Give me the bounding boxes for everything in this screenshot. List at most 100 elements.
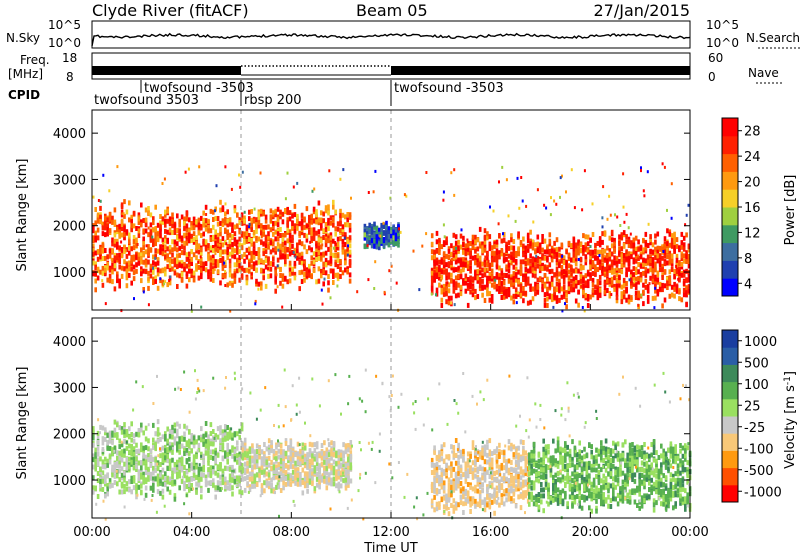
heatmap-cell <box>310 227 313 233</box>
heatmap-cell <box>440 258 444 264</box>
heatmap-cell <box>195 263 198 269</box>
heatmap-cell <box>536 263 540 269</box>
heatmap-cell <box>586 271 590 277</box>
heatmap-cell <box>598 242 602 248</box>
heatmap-cell <box>329 296 332 300</box>
heatmap-cell <box>308 229 311 235</box>
heatmap-cell <box>478 286 482 292</box>
heatmap-cell <box>236 459 239 465</box>
y-tick-label: 1000 <box>53 266 86 281</box>
heatmap-cell <box>531 241 535 247</box>
heatmap-cell <box>221 468 225 474</box>
heatmap-cell <box>120 309 123 313</box>
heatmap-cell <box>173 422 177 428</box>
heatmap-cell <box>286 220 289 226</box>
heatmap-cell <box>682 246 686 252</box>
heatmap-cell <box>260 285 263 291</box>
heatmap-cell <box>190 268 193 274</box>
heatmap-cell <box>327 449 331 455</box>
heatmap-cell <box>185 240 189 246</box>
heatmap-cell <box>176 247 179 253</box>
y-tick-label: 3000 <box>53 173 86 188</box>
heatmap-cell <box>348 227 352 233</box>
heatmap-cell <box>348 222 352 228</box>
heatmap-cell <box>113 242 117 248</box>
heatmap-cell <box>152 487 155 493</box>
heatmap-cell <box>128 266 131 272</box>
heatmap-cell <box>296 476 300 482</box>
heatmap-cell <box>197 225 201 231</box>
heatmap-cell <box>219 258 222 263</box>
heatmap-cell <box>459 233 463 239</box>
heatmap-cell <box>336 246 338 250</box>
heatmap-cell <box>233 254 237 260</box>
heatmap-cell <box>92 442 95 448</box>
heatmap-cell <box>502 257 506 263</box>
heatmap-cell <box>320 273 323 279</box>
heatmap-cell <box>204 204 208 210</box>
heatmap-cell <box>289 481 293 487</box>
heatmap-cell <box>582 293 585 299</box>
heatmap-cell <box>418 288 421 292</box>
heatmap-cell <box>335 450 338 456</box>
heatmap-cell <box>192 237 196 242</box>
heatmap-cell <box>452 252 456 258</box>
cpid-segment-1: twofsound 3503 <box>94 93 199 108</box>
heatmap-cell <box>486 262 489 268</box>
heatmap-cell <box>457 246 460 252</box>
heatmap-cell <box>176 433 179 439</box>
heatmap-cell <box>180 244 184 250</box>
heatmap-cell <box>219 438 222 444</box>
heatmap-cell <box>233 456 237 462</box>
heatmap-cell <box>517 269 520 275</box>
heatmap-cell <box>144 221 148 227</box>
heatmap-cell <box>649 261 652 267</box>
heatmap-cell <box>231 435 234 441</box>
heatmap-cell <box>469 260 472 266</box>
heatmap-cell <box>236 245 239 251</box>
heatmap-cell <box>221 265 225 271</box>
heatmap-cell <box>221 442 225 448</box>
heatmap-cell <box>447 282 451 288</box>
heatmap-cell <box>398 227 400 231</box>
heatmap-cell <box>313 468 317 474</box>
heatmap-cell <box>397 238 400 244</box>
heatmap-cell <box>238 451 241 457</box>
heatmap-cell <box>161 248 165 254</box>
heatmap-cell <box>299 448 302 454</box>
heatmap-cell <box>216 426 220 432</box>
heatmap-cell <box>125 263 129 269</box>
heatmap-cell <box>212 278 215 283</box>
heatmap-cell <box>263 451 266 457</box>
heatmap-cell <box>308 223 311 228</box>
heatmap-cell <box>589 294 592 300</box>
heatmap-cell <box>197 466 201 472</box>
heatmap-cell <box>120 247 124 252</box>
heatmap-cell <box>570 243 573 249</box>
heatmap-cell <box>132 455 136 460</box>
heatmap-cell <box>209 255 213 261</box>
heatmap-cell <box>457 292 460 298</box>
heatmap-cell <box>486 258 489 264</box>
heatmap-cell <box>577 258 580 261</box>
heatmap-cell <box>382 238 386 243</box>
heatmap-cell <box>250 250 253 256</box>
heatmap-cell <box>502 237 506 243</box>
heatmap-cell <box>108 189 111 193</box>
heatmap-cell <box>634 270 638 275</box>
heatmap-cell <box>125 429 129 434</box>
heatmap-cell <box>337 481 341 487</box>
heatmap-cell <box>137 460 141 466</box>
heatmap-cell <box>646 243 650 248</box>
heatmap-cell <box>620 284 624 290</box>
heatmap-cell <box>161 452 165 458</box>
heatmap-cell <box>209 262 213 268</box>
heatmap-cell <box>507 245 511 251</box>
heatmap-cell <box>233 278 237 284</box>
heatmap-cell <box>113 468 117 474</box>
heatmap-cell <box>476 253 480 259</box>
heatmap-cell <box>644 258 648 264</box>
heatmap-cell <box>490 273 494 279</box>
heatmap-cell <box>548 262 552 268</box>
heatmap-cell <box>526 280 530 286</box>
